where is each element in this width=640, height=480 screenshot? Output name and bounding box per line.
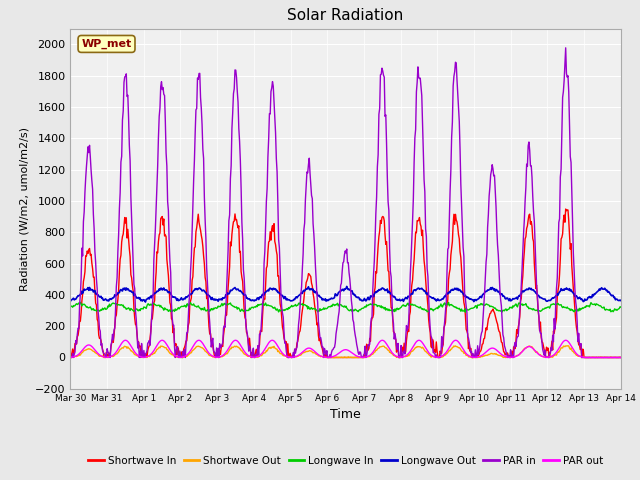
PAR in [133, 331, 141, 336]
Shortwave Out [77, 351, 85, 357]
Shortwave In [67, 352, 74, 358]
Line: Longwave Out: Longwave Out [70, 287, 621, 302]
PAR in [77, 292, 84, 298]
Longwave In [617, 304, 625, 310]
Longwave Out [617, 298, 625, 303]
Shortwave Out [564, 343, 572, 348]
PAR in [218, 342, 226, 348]
Y-axis label: Radiation (W/m2, umol/m2/s): Radiation (W/m2, umol/m2/s) [19, 127, 29, 291]
PAR in [413, 89, 420, 95]
Longwave In [134, 308, 141, 313]
Shortwave In [77, 318, 84, 324]
Longwave Out [141, 299, 149, 305]
Longwave In [461, 309, 469, 315]
PAR out [67, 354, 74, 360]
Line: PAR out: PAR out [70, 340, 621, 358]
Longwave Out [190, 288, 198, 293]
PAR out [133, 352, 141, 358]
Line: Shortwave Out: Shortwave Out [70, 346, 621, 358]
Longwave In [77, 300, 84, 305]
Line: PAR in: PAR in [70, 48, 621, 358]
Shortwave Out [190, 347, 198, 353]
Longwave Out [430, 296, 438, 301]
PAR in [67, 355, 74, 360]
Longwave Out [67, 299, 74, 304]
Longwave In [67, 304, 74, 310]
Shortwave In [134, 339, 141, 345]
Legend: Shortwave In, Shortwave Out, Longwave In, Longwave Out, PAR in, PAR out: Shortwave In, Shortwave Out, Longwave In… [84, 452, 607, 470]
Longwave Out [77, 291, 84, 297]
PAR in [429, 342, 436, 348]
Shortwave Out [134, 353, 141, 359]
Longwave In [413, 304, 421, 310]
Shortwave Out [67, 355, 75, 360]
Shortwave In [100, 355, 108, 360]
Shortwave Out [617, 354, 625, 360]
PAR out [581, 355, 589, 360]
PAR in [562, 45, 570, 51]
Longwave Out [219, 295, 227, 300]
PAR out [77, 350, 84, 356]
Text: WP_met: WP_met [81, 39, 132, 49]
Shortwave In [562, 206, 570, 212]
Shortwave In [190, 256, 198, 262]
PAR out [429, 353, 436, 359]
PAR out [218, 353, 226, 359]
Shortwave Out [413, 344, 421, 349]
PAR in [189, 199, 196, 205]
Line: Shortwave In: Shortwave In [70, 209, 621, 358]
Line: Longwave In: Longwave In [70, 302, 621, 312]
PAR out [413, 339, 420, 345]
Longwave In [190, 301, 198, 307]
Shortwave In [413, 217, 421, 223]
Shortwave Out [219, 354, 227, 360]
Shortwave In [429, 338, 437, 344]
Longwave Out [414, 286, 422, 291]
Shortwave In [219, 344, 227, 349]
Longwave In [219, 303, 227, 309]
PAR out [189, 344, 196, 349]
Title: Solar Radiation: Solar Radiation [287, 9, 404, 24]
Shortwave Out [67, 354, 74, 360]
Longwave In [429, 308, 437, 314]
PAR out [562, 337, 570, 343]
Longwave Out [343, 284, 351, 289]
Longwave Out [133, 295, 141, 301]
Shortwave Out [429, 354, 437, 360]
PAR out [617, 355, 625, 360]
Longwave In [77, 301, 85, 307]
Shortwave In [617, 355, 625, 360]
PAR in [617, 355, 625, 360]
X-axis label: Time: Time [330, 408, 361, 421]
